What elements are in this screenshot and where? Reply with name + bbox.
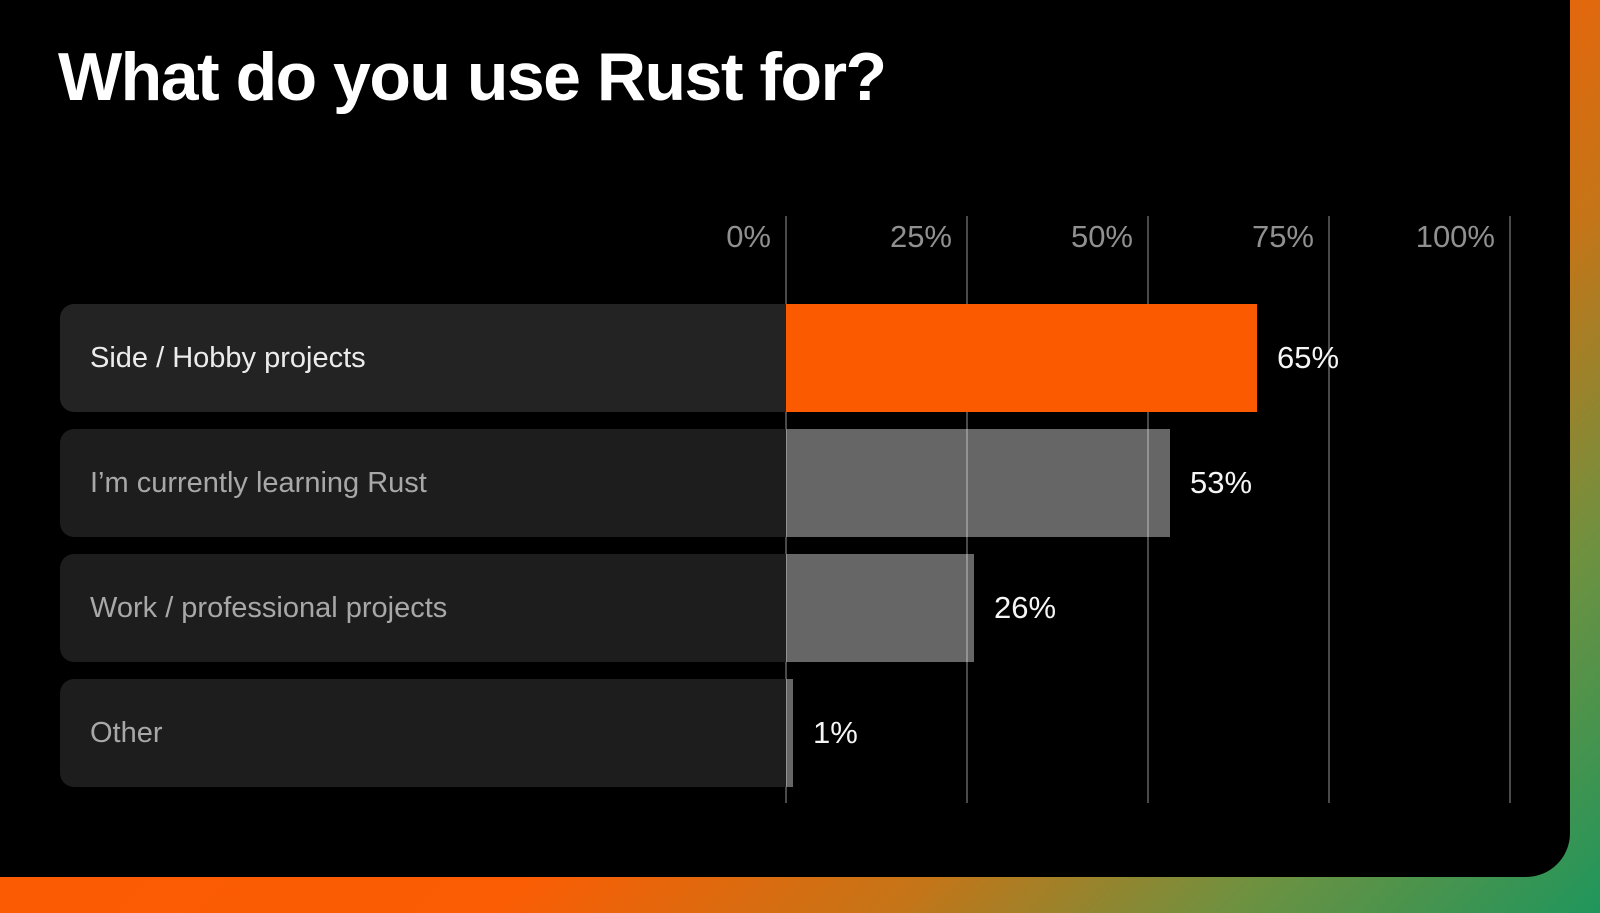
gridline-100pct [1509,216,1511,803]
value-label: 65% [1277,340,1340,375]
category-label: I’m currently learning Rust [90,466,427,499]
category-pill: Other [60,679,786,787]
axis-tick-25: 25% [889,219,952,254]
bar-work-professional [786,554,974,662]
value-label: 1% [813,715,858,750]
category-pill: I’m currently learning Rust [60,429,786,537]
gridline-25pct [966,216,968,803]
axis-tick-50: 50% [1070,219,1133,254]
bar-row-work-professional: Work / professional projects 26% [60,554,1056,662]
value-label: 26% [994,590,1057,625]
bar-row-side-hobby: Side / Hobby projects 65% [60,304,1339,412]
gridline-50pct [1147,216,1149,803]
category-label: Other [90,716,163,749]
bar-learning-rust [786,429,1170,537]
axis-tick-100: 100% [1415,219,1495,254]
category-label: Side / Hobby projects [90,341,366,374]
value-label: 53% [1190,465,1253,500]
axis-tick-0: 0% [726,219,771,254]
chart-card: What do you use Rust for? 0% 25% 50% 75%… [0,0,1570,877]
gridline-0pct [785,216,787,803]
gridline-75pct [1328,216,1330,803]
bar-side-hobby [786,304,1257,412]
bar-row-learning-rust: I’m currently learning Rust 53% [60,429,1252,537]
category-pill: Side / Hobby projects [60,304,786,412]
chart-title: What do you use Rust for? [58,39,887,115]
bar-row-other: Other 1% [60,679,858,787]
bar-other [786,679,793,787]
category-label: Work / professional projects [90,591,448,624]
axis-tick-75: 75% [1251,219,1314,254]
category-pill: Work / professional projects [60,554,786,662]
